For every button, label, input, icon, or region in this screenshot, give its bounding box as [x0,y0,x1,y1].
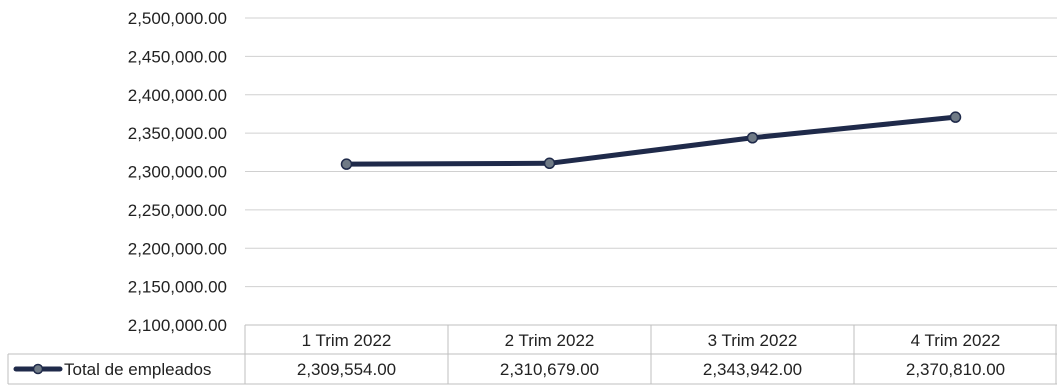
table-value-cell: 2,370,810.00 [906,360,1005,379]
series-line [344,114,958,167]
y-tick-label: 2,200,000.00 [128,239,227,258]
series-group [340,111,962,170]
table-value-cell: 2,343,942.00 [703,360,802,379]
x-category-label: 1 Trim 2022 [302,331,392,350]
y-tick-label: 2,450,000.00 [128,47,227,66]
gridlines [245,17,1057,288]
legend-marker-icon [32,363,44,375]
y-axis-ticks: 2,100,000.00 2,150,000.00 2,200,000.00 2,25… [128,9,227,335]
y-tick-label: 2,250,000.00 [128,201,227,220]
y-tick-label: 2,500,000.00 [128,9,227,28]
data-point [340,158,353,170]
x-category-label: 2 Trim 2022 [505,331,595,350]
y-tick-label: 2,350,000.00 [128,124,227,143]
data-table: 1 Trim 2022 2 Trim 2022 3 Trim 2022 4 Trim … [7,324,1057,385]
y-tick-label: 2,300,000.00 [128,163,227,182]
x-category-label: 4 Trim 2022 [911,331,1001,350]
y-tick-label: 2,150,000.00 [128,278,227,297]
table-value-cell: 2,310,679.00 [500,360,599,379]
y-tick-label: 2,400,000.00 [128,86,227,105]
y-tick-label: 2,100,000.00 [128,316,227,335]
table-value-cell: 2,309,554.00 [297,360,396,379]
legend-series-name: Total de empleados [64,360,211,379]
data-point [746,132,759,144]
data-point [543,157,556,170]
x-category-label: 3 Trim 2022 [708,331,798,350]
data-point [949,111,962,123]
